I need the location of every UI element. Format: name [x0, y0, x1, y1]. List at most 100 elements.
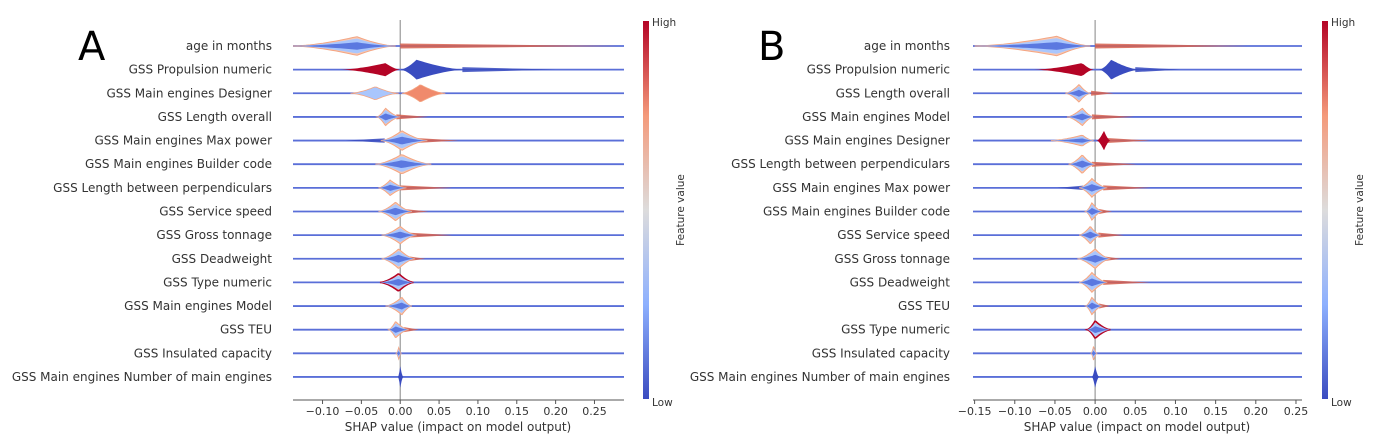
- x-tick-label: 0.10: [1163, 405, 1188, 418]
- violin-tail: [462, 67, 556, 73]
- feature-row: GSS Deadweight: [172, 248, 624, 269]
- violin-tail: [1135, 67, 1181, 73]
- violin-core: [1087, 326, 1111, 333]
- x-tick-label: 0.00: [1083, 405, 1108, 418]
- violin-tail: [1057, 185, 1084, 191]
- violin-tail: [400, 43, 618, 49]
- violin-tail: [1107, 138, 1150, 144]
- x-tick-label: 0.00: [388, 405, 413, 418]
- x-tick-label: 0.25: [1284, 405, 1309, 418]
- violin-core: [378, 184, 407, 191]
- feature-label: GSS TEU: [898, 299, 950, 313]
- feature-label: GSS Main engines Number of main engines: [12, 370, 272, 384]
- violin-body: [1091, 366, 1100, 388]
- violin-body: [1096, 131, 1111, 151]
- feature-row: GSS Main engines Number of main engines: [690, 366, 1302, 388]
- feature-label: GSS Main engines Designer: [784, 134, 950, 148]
- feature-label: GSS Deadweight: [850, 275, 951, 289]
- colorbar-high-label: High: [652, 17, 676, 29]
- violin-core: [385, 302, 412, 310]
- violin-core: [974, 42, 1091, 50]
- violin-core: [380, 136, 428, 145]
- violin-core: [1065, 89, 1091, 97]
- violin-core: [381, 254, 415, 263]
- x-tick-label: 0.15: [505, 405, 530, 418]
- feature-label: GSS Main engines Max power: [94, 134, 272, 148]
- violin-core: [378, 207, 412, 216]
- violin-core: [396, 351, 401, 356]
- feature-row: GSS Length between perpendiculars: [731, 154, 1302, 174]
- feature-label: GSS Service speed: [159, 204, 272, 218]
- x-axis-label: SHAP value (impact on model output): [1024, 420, 1251, 434]
- feature-label: GSS Length overall: [158, 110, 272, 124]
- violin-core: [1079, 278, 1108, 287]
- feature-row: age in months: [864, 35, 1302, 57]
- x-tick-label: 0.05: [427, 405, 452, 418]
- feature-row: GSS Main engines Designer: [784, 131, 1302, 151]
- feature-row: GSS Main engines Model: [124, 296, 624, 316]
- violin-tail: [1103, 256, 1121, 262]
- panel-b: B SHAP value (impact on model output) Hi…: [690, 17, 1366, 434]
- x-tick-label: −0.05: [345, 405, 379, 418]
- panel-letter: B: [758, 24, 785, 70]
- violin-body: [397, 366, 404, 388]
- violin-tail: [1091, 114, 1134, 120]
- violin-tail: [396, 114, 429, 120]
- feature-row: GSS TEU: [220, 321, 624, 338]
- feature-row: GSS Length between perpendiculars: [53, 179, 624, 197]
- feature-label: GSS Main engines Builder code: [85, 157, 272, 171]
- feature-label: GSS Main engines Builder code: [763, 204, 950, 218]
- feature-label: GSS Length between perpendiculars: [53, 181, 272, 195]
- violin-tail: [407, 256, 426, 262]
- feature-label: GSS Main engines Max power: [772, 181, 950, 195]
- violin-core: [1085, 208, 1103, 215]
- feature-row: GSS Service speed: [159, 201, 624, 222]
- feature-row: GSS Main engines Max power: [94, 130, 624, 151]
- feature-row: GSS Main engines Max power: [772, 177, 1302, 198]
- violin-core: [1077, 254, 1111, 263]
- x-axis-label: SHAP value (impact on model output): [345, 420, 572, 434]
- feature-row: GSS Main engines Builder code: [763, 202, 1302, 221]
- feature-label: GSS Gross tonnage: [834, 252, 950, 266]
- violin-body: [1099, 59, 1141, 80]
- feature-row: GSS Gross tonnage: [834, 248, 1302, 270]
- feature-row: GSS Propulsion numeric: [129, 59, 624, 80]
- feature-label: GSS Deadweight: [172, 252, 273, 266]
- x-tick-label: 0.20: [1244, 405, 1269, 418]
- colorbar-title: Feature value: [1354, 174, 1366, 246]
- violin-tail: [1091, 161, 1137, 167]
- violin-core: [1068, 160, 1096, 168]
- feature-label: GSS Main engines Model: [802, 110, 950, 124]
- feature-row: GSS Gross tonnage: [156, 226, 624, 245]
- violin-tail: [404, 327, 419, 333]
- violin-body: [400, 59, 466, 80]
- panel-a: A SHAP value (impact on model output) Hi…: [12, 17, 687, 434]
- feature-row: GSS Deadweight: [850, 271, 1302, 294]
- x-tick-label: −0.15: [958, 405, 992, 418]
- feature-label: GSS Propulsion numeric: [129, 63, 272, 77]
- violin-core: [388, 326, 409, 333]
- feature-label: GSS Service speed: [837, 228, 950, 242]
- feature-label: GSS Insulated capacity: [134, 346, 272, 360]
- feature-row: GSS Main engines Builder code: [85, 154, 624, 175]
- feature-row: GSS Propulsion numeric: [807, 59, 1302, 80]
- violin-core: [376, 113, 401, 121]
- violin-tail: [1091, 90, 1114, 96]
- feature-label: GSS Type numeric: [841, 323, 950, 337]
- feature-row: GSS Insulated capacity: [134, 345, 624, 361]
- panel-letter: A: [78, 24, 106, 70]
- feature-label: GSS Length between perpendiculars: [731, 157, 950, 171]
- feature-row: GSS Main engines Number of main engines: [12, 366, 624, 388]
- violin-tail: [407, 232, 453, 238]
- feature-label: GSS Insulated capacity: [812, 346, 950, 360]
- colorbar-high-label: High: [1331, 17, 1355, 29]
- x-tick-label: 0.05: [1123, 405, 1148, 418]
- feature-label: age in months: [186, 39, 272, 53]
- violin-core: [1079, 231, 1101, 239]
- violin-body: [401, 84, 446, 103]
- feature-label: GSS TEU: [220, 323, 272, 337]
- feature-row: GSS Main engines Designer: [106, 84, 624, 103]
- feature-label: GSS Main engines Model: [124, 299, 272, 313]
- violin-core: [1085, 302, 1103, 310]
